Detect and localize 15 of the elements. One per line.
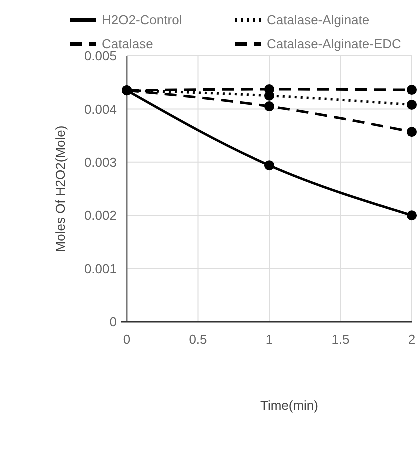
- legend-label: H2O2-Control: [102, 12, 182, 28]
- y-tick-label: 0.003: [84, 154, 117, 170]
- legend-label: Catalase-Alginate: [267, 12, 370, 28]
- x-axis-title: Time(min): [260, 398, 319, 413]
- x-tick-label: 0.5: [189, 332, 208, 347]
- x-tick-label: 1.5: [332, 332, 350, 347]
- x-tick-label: 1: [266, 332, 274, 347]
- x-tick-label: 2: [408, 332, 416, 347]
- y-axis-title: Moles Of H2O2(Mole): [53, 126, 68, 252]
- legend-label: Catalase-Alginate-EDC: [267, 36, 402, 52]
- x-tick-label: 0: [123, 332, 131, 347]
- y-tick-label: 0: [110, 314, 117, 330]
- y-tick-label: 0.004: [84, 102, 117, 117]
- y-tick-label: 0.001: [84, 261, 117, 276]
- y-tick-label: 0.002: [84, 208, 117, 224]
